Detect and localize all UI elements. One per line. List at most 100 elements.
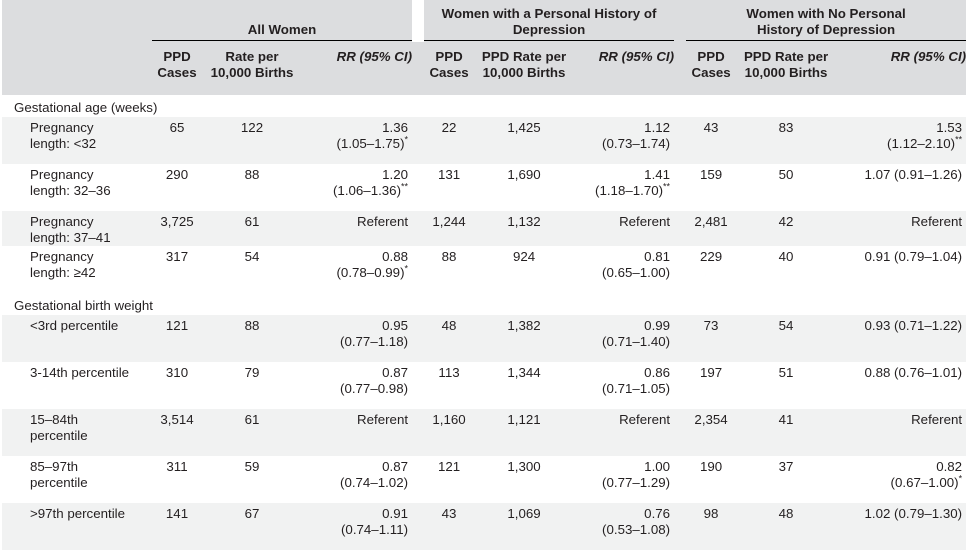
cases-cell: 43: [424, 503, 475, 550]
rate-cell: 1,121: [474, 409, 575, 456]
rr-cell: 1.00 (0.77–1.29): [602, 459, 671, 490]
group-header-history: Women with a Personal History of Depressi…: [424, 0, 675, 42]
cases-cell: 43: [686, 117, 737, 164]
cases-cell: 141: [152, 503, 202, 550]
rr-cell: Referent: [836, 211, 967, 246]
rr-cell: 0.88 (0.78–0.99)*: [336, 249, 409, 280]
rate-cell: 54: [736, 315, 837, 362]
rr-cell: 0.82 (0.67–1.00)*: [890, 459, 963, 490]
col-rr-all: RR (95% CI): [302, 42, 413, 95]
rate-cell: 1,069: [474, 503, 575, 550]
cases-cell: 1,244: [424, 211, 475, 246]
rr-cell: 0.81 (0.65–1.00): [602, 249, 671, 280]
cases-cell: 22: [424, 117, 475, 164]
cases-cell: 2,481: [686, 211, 737, 246]
col-rate-all: Rate per 10,000 Births: [202, 42, 302, 95]
rr-cell: 0.95 (0.77–1.18): [302, 315, 413, 362]
rate-cell: 79: [244, 365, 260, 380]
table-row: Pregnancy length: 37–41 3,725 61 Referent 1,2…: [2, 211, 967, 246]
col-rr-nohist: RR (95% CI): [836, 42, 967, 95]
rr-cell: Referent: [574, 211, 675, 246]
cases-cell: 3,725: [152, 211, 202, 246]
table-row: <3rd percentile 121 88 0.95 (0.77–1.18) 48 1,3…: [2, 315, 967, 362]
rr-cell: 1.41 (1.18–1.70)**: [595, 167, 671, 198]
rate-cell: 1,300: [507, 459, 541, 474]
row-label: 15–84th percentile: [2, 409, 152, 456]
row-label: Pregnancy length: ≥42: [30, 249, 96, 280]
cases-cell: 229: [699, 249, 723, 264]
cases-cell: 317: [165, 249, 189, 264]
rr-cell: 0.99 (0.71–1.40): [574, 315, 675, 362]
rr-cell: 0.87 (0.77–0.98): [340, 365, 409, 396]
cases-cell: 159: [699, 167, 723, 182]
rr-cell: Referent: [302, 211, 413, 246]
row-label: 3-14th percentile: [30, 365, 130, 380]
row-label: Pregnancy length: 32–36: [30, 167, 111, 198]
rate-cell: 83: [736, 117, 837, 164]
group-header-no-history: Women with No Personal History of Depress…: [686, 0, 967, 42]
cases-cell: 65: [152, 117, 202, 164]
rr-cell: Referent: [574, 409, 675, 456]
rate-cell: 59: [244, 459, 260, 474]
row-label: Pregnancy length: <32: [2, 117, 152, 164]
rr-cell: Referent: [836, 409, 967, 456]
rate-cell: 37: [778, 459, 794, 474]
col-ppd-cases-nohist: PPD Cases: [686, 42, 737, 95]
rr-cell: 0.88 (0.76–1.01): [864, 365, 963, 380]
group-header-all-women: All Women: [152, 0, 413, 42]
rr-cell: 1.53 (1.12–2.10)**: [836, 117, 967, 164]
cases-cell: 88: [441, 249, 457, 264]
row-label: >97th percentile: [2, 503, 152, 550]
table-row: 15–84th percentile 3,514 61 Referent 1,160 1,1…: [2, 409, 967, 456]
rate-cell: 50: [778, 167, 794, 182]
row-label: 85–97th percentile: [30, 459, 88, 490]
table-body: Gestational age (weeks) Pregnancy length: …: [2, 95, 967, 550]
table-row: Pregnancy length: 32–36 290 88 1.20 (1.06–1.3…: [2, 164, 966, 211]
cases-cell: 197: [699, 365, 723, 380]
rate-cell: 41: [736, 409, 837, 456]
rate-cell: 48: [736, 503, 837, 550]
rr-cell: 0.93 (0.71–1.22): [836, 315, 967, 362]
cases-cell: 131: [437, 167, 461, 182]
rate-cell: 42: [736, 211, 837, 246]
rr-cell: 1.07 (0.91–1.26): [864, 167, 963, 182]
rate-cell: 61: [202, 211, 302, 246]
col-rate-nohist: PPD Rate per 10,000 Births: [736, 42, 837, 95]
cases-cell: 2,354: [686, 409, 737, 456]
cases-cell: 310: [165, 365, 189, 380]
col-rate-hist: PPD Rate per 10,000 Births: [474, 42, 575, 95]
rate-cell: 1,344: [507, 365, 541, 380]
section-gestational-birth-weight: Gestational birth weight: [2, 293, 967, 315]
rr-cell: 1.20 (1.06–1.36)**: [333, 167, 409, 198]
rate-cell: 1,425: [474, 117, 575, 164]
header-blank: [2, 0, 152, 42]
rr-cell: 1.02 (0.79–1.30): [836, 503, 967, 550]
cases-cell: 1,160: [424, 409, 475, 456]
rate-cell: 1,132: [474, 211, 575, 246]
rate-cell: 54: [244, 249, 260, 264]
table-row: Pregnancy length: ≥42 317 54 0.88 (0.78–0.99)…: [2, 246, 966, 293]
rr-cell: 1.36 (1.05–1.75)*: [302, 117, 413, 164]
rate-cell: 88: [244, 167, 260, 182]
rr-cell: 0.91 (0.74–1.11): [302, 503, 413, 550]
rate-cell: 51: [778, 365, 794, 380]
rate-cell: 1,382: [474, 315, 575, 362]
table-row: Pregnancy length: <32 65 122 1.36 (1.05–1.75)…: [2, 117, 967, 164]
rate-cell: 1,690: [507, 167, 541, 182]
col-ppd-cases-hist: PPD Cases: [424, 42, 475, 95]
rr-cell: Referent: [302, 409, 413, 456]
rr-cell: 0.76 (0.53–1.08): [574, 503, 675, 550]
cases-cell: 290: [165, 167, 189, 182]
cases-cell: 121: [437, 459, 461, 474]
rr-cell: 0.87 (0.74–1.02): [340, 459, 409, 490]
rate-cell: 61: [202, 409, 302, 456]
row-label: Pregnancy length: 37–41: [2, 211, 152, 246]
cases-cell: 311: [166, 459, 188, 474]
cases-cell: 3,514: [152, 409, 202, 456]
col-rr-hist: RR (95% CI): [574, 42, 675, 95]
cases-cell: 190: [699, 459, 723, 474]
cases-cell: 121: [152, 315, 202, 362]
table-row: >97th percentile 141 67 0.91 (0.74–1.11) 43 1,…: [2, 503, 967, 550]
rr-cell: 0.86 (0.71–1.05): [602, 365, 671, 396]
